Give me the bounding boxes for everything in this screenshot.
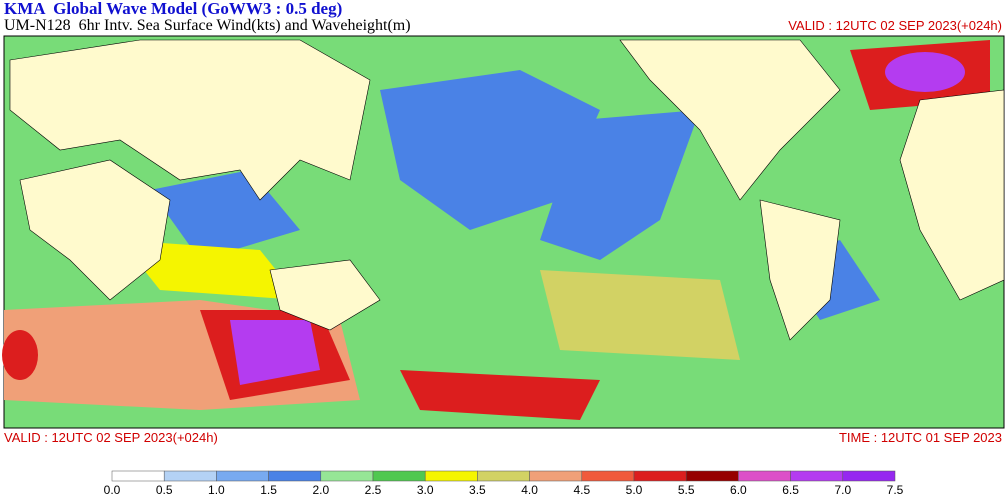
wave-red xyxy=(400,370,600,420)
color-box xyxy=(685,470,739,482)
valid-bottom: VALID : 12UTC 02 SEP 2023(+024h) xyxy=(4,430,218,445)
colorbar-label: 4.0 xyxy=(521,483,538,496)
ocean-blue xyxy=(380,70,600,230)
land-north-america xyxy=(619,39,841,201)
wave-purple xyxy=(230,320,320,385)
colorbar-label: 7.0 xyxy=(834,483,851,496)
colorbar-label: 0.5 xyxy=(156,483,173,496)
valid-top: VALID : 12UTC 02 SEP 2023(+024h) xyxy=(788,18,1002,33)
color-box xyxy=(790,470,844,482)
colorbar-label: 5.5 xyxy=(678,483,695,496)
land-australia xyxy=(269,259,381,331)
color-box xyxy=(842,470,896,482)
wave-khaki xyxy=(540,270,740,360)
wave-red xyxy=(2,330,38,380)
color-box xyxy=(633,470,687,482)
land-africa xyxy=(19,159,171,301)
colorbar-label: 6.0 xyxy=(730,483,747,496)
colorbar-label: 0.0 xyxy=(104,483,121,496)
colorbar-label: 3.0 xyxy=(417,483,434,496)
color-box xyxy=(163,470,217,482)
color-box xyxy=(477,470,530,482)
colorbar-label: 4.5 xyxy=(573,483,590,496)
ocean-blue xyxy=(540,110,700,260)
color-box xyxy=(320,470,374,482)
land-eurasia xyxy=(9,39,371,201)
wave-purple xyxy=(885,52,965,92)
color-box xyxy=(738,470,791,482)
title: KMA Global Wave Model (GoWW3 : 0.5 deg) xyxy=(4,0,342,18)
color-box xyxy=(111,470,165,482)
color-box xyxy=(372,470,426,482)
color-box xyxy=(581,470,635,482)
land-south-america xyxy=(759,199,841,341)
colorbar-label: 3.5 xyxy=(469,483,486,496)
color-box xyxy=(424,470,478,482)
colorbar-label: 1.5 xyxy=(260,483,277,496)
wave-yellow xyxy=(120,240,300,300)
colorbar-label: 6.5 xyxy=(782,483,799,496)
color-box xyxy=(268,470,322,482)
colorbar-label: 1.0 xyxy=(208,483,225,496)
color-box xyxy=(529,470,583,482)
time: TIME : 12UTC 01 SEP 2023 xyxy=(839,430,1002,445)
subtitle: UM-N128 6hr Intv. Sea Surface Wind(kts) … xyxy=(4,17,411,34)
colorbar-label: 2.0 xyxy=(312,483,329,496)
map xyxy=(2,35,1005,429)
colorbar-label: 7.5 xyxy=(887,483,904,496)
colorbar-label: 5.0 xyxy=(626,483,643,496)
colorbar-label: 2.5 xyxy=(365,483,382,496)
color-box xyxy=(216,470,269,482)
colorbar: 0.0 0.5 1.0 1.5 2.0 2.5 3.0 3.5 4.0 4.5 5.0 5.5 6.0 6… xyxy=(104,470,904,496)
land-africa-east xyxy=(899,89,1005,301)
